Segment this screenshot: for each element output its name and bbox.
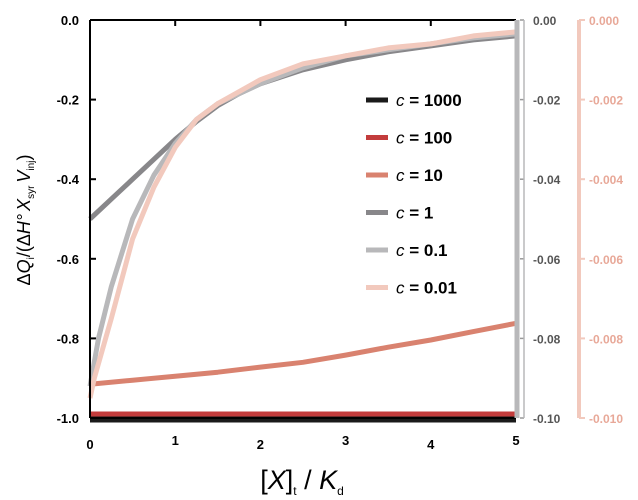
x-label-var2: K xyxy=(319,465,338,495)
y-label-x: X xyxy=(14,198,34,212)
legend-label-5: c = 0.01 xyxy=(396,279,457,298)
x-label-var: X xyxy=(267,465,287,495)
y-tick-label-left-4: -0.8 xyxy=(57,331,79,346)
series-layer xyxy=(90,32,516,418)
x-tick-label-0: 0 xyxy=(86,437,93,452)
legend-label-0: c = 1000 xyxy=(396,91,462,110)
legend-label-1: c = 100 xyxy=(396,129,452,148)
x-axis-label: [X]t / Kd xyxy=(260,465,344,498)
legend-label-3: c = 1 xyxy=(396,204,433,223)
x-tick-label-3: 3 xyxy=(342,433,349,448)
legend-value-3: = 1 xyxy=(405,204,434,223)
y-tick-label-right2-1: -0.002 xyxy=(589,94,623,108)
y-tick-label-right1-4: -0.08 xyxy=(533,332,561,346)
y-tick-label-left-5: -1.0 xyxy=(57,411,79,426)
y-tick-label-right2-3: -0.006 xyxy=(589,253,623,267)
legend-label-2: c = 10 xyxy=(396,166,443,185)
x-tick-label-4: 4 xyxy=(427,437,435,452)
y-tick-label-right2-4: -0.008 xyxy=(589,332,623,346)
series-line-5 xyxy=(90,32,516,398)
y-tick-label-left-0: 0.0 xyxy=(61,13,79,28)
y-tick-label-right1-0: 0.00 xyxy=(533,14,557,28)
legend-value-4: = 0.1 xyxy=(405,241,448,260)
legend-label-4: c = 0.1 xyxy=(396,241,448,260)
tick-labels: 0 1 2 3 4 5 0.0 -0.2 -0.4 -0.6 -0.8 -1.0 0.00 -0.02 -0… xyxy=(57,13,624,452)
y-label-q: Q xyxy=(14,259,34,273)
series-line-2 xyxy=(90,323,516,384)
y-axis-label: ΔQi/(ΔH°XsyrVinj) xyxy=(14,155,37,286)
x-tick-label-2: 2 xyxy=(257,437,264,452)
legend: c = 1000 c = 100 c = 10 c = 1 c = 0.1 c = 0.0… xyxy=(366,91,462,298)
y-tick-label-right1-3: -0.06 xyxy=(533,253,561,267)
y-tick-label-right1-2: -0.04 xyxy=(533,173,561,187)
y-label-syr: syr xyxy=(26,185,37,199)
y-tick-label-right1-5: -0.10 xyxy=(533,412,561,426)
y-tick-label-left-3: -0.6 xyxy=(57,252,79,267)
y-tick-label-right2-0: 0.000 xyxy=(589,14,619,28)
x-label-slash: / xyxy=(297,465,320,495)
y-tick-label-right2-5: -0.010 xyxy=(589,412,623,426)
x-label-close: ] xyxy=(286,465,294,495)
y-tick-label-right1-1: -0.02 xyxy=(533,94,561,108)
y-label-paren: /(Δ xyxy=(14,234,34,257)
x-label-sub2: d xyxy=(337,484,344,498)
y-label-h: H° xyxy=(14,214,34,234)
y-label-inj: inj xyxy=(26,161,37,171)
x-tick-label-5: 5 xyxy=(512,433,519,448)
legend-value-0: = 1000 xyxy=(405,91,462,110)
legend-value-5: = 0.01 xyxy=(405,279,457,298)
y-label-delta: Δ xyxy=(14,273,34,285)
y-tick-label-left-2: -0.4 xyxy=(57,172,80,187)
legend-value-1: = 100 xyxy=(405,129,453,148)
y-label-close: ) xyxy=(14,155,34,161)
x-tick-label-1: 1 xyxy=(172,433,179,448)
y-tick-label-left-1: -0.2 xyxy=(57,93,79,108)
legend-value-2: = 10 xyxy=(405,166,443,185)
y-tick-label-right2-2: -0.004 xyxy=(589,173,623,187)
